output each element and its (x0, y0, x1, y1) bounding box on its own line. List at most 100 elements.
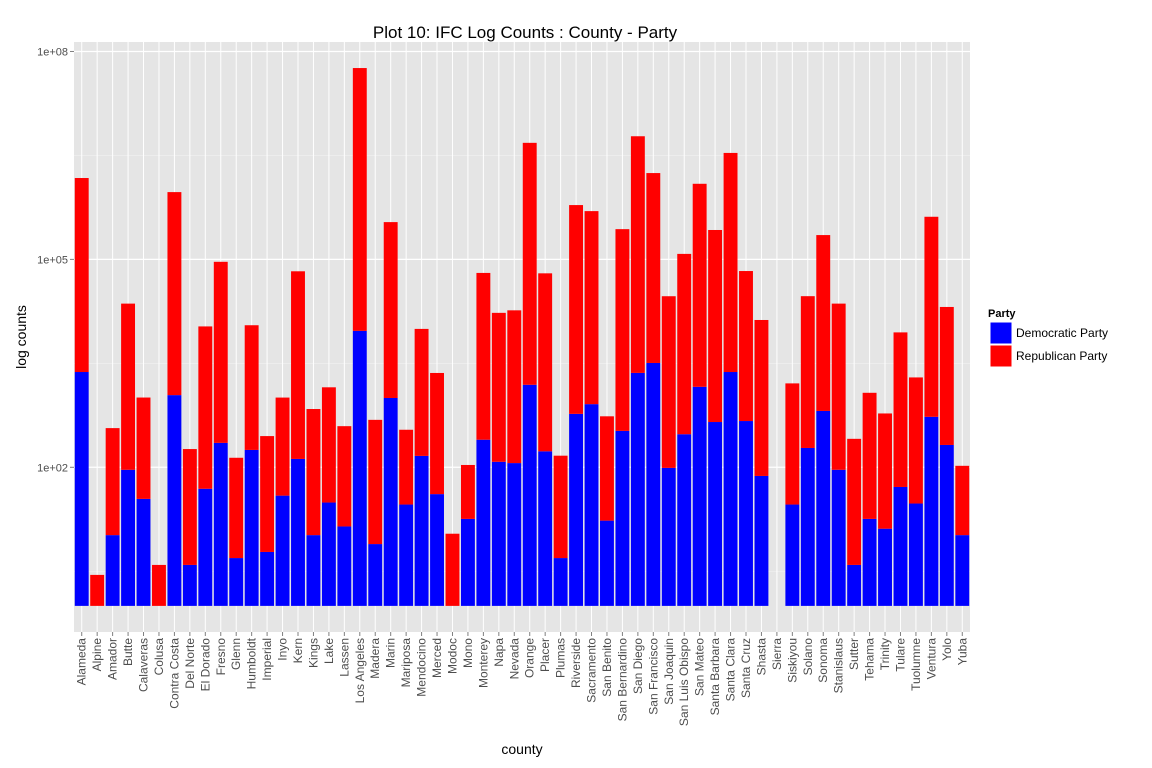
y-tick-label: 1e+05 (37, 254, 68, 266)
bar-segment (121, 469, 136, 606)
bar-segment (182, 564, 197, 606)
x-tick-label: Monterey (476, 638, 490, 688)
bar-segment (847, 438, 862, 565)
x-tick-label: Santa Cruz (739, 638, 753, 698)
bar-segment (955, 465, 970, 536)
x-tick-label: Yolo (940, 638, 954, 661)
bar-segment (646, 173, 661, 363)
x-tick-label: Alameda (75, 638, 89, 686)
bar-segment (229, 457, 244, 559)
x-tick-label: Santa Clara (724, 638, 738, 702)
bar-segment (74, 372, 89, 606)
x-tick-label: Tulare (893, 638, 907, 672)
x-tick-label: Sutter (847, 638, 861, 670)
bar-segment (924, 216, 939, 417)
bar-segment (121, 303, 136, 470)
x-tick-label: Mariposa (399, 638, 413, 688)
bar-segment (816, 410, 831, 606)
x-tick-label: Plumas (554, 638, 568, 678)
x-tick-label: Imperial (260, 638, 274, 681)
x-tick-label: Santa Barbara (708, 638, 722, 716)
bar-segment (167, 395, 182, 606)
bar-segment (522, 142, 537, 385)
x-tick-label: Placer (538, 638, 552, 672)
x-tick-label: Inyo (276, 638, 290, 661)
bar-segment (306, 409, 321, 536)
bar-segment (878, 528, 892, 606)
bar-segment (661, 467, 676, 606)
bar-segment (414, 328, 429, 456)
x-tick-label: San Luis Obispo (677, 638, 691, 726)
x-tick-label: Lake (322, 638, 336, 664)
bar-segment (275, 397, 290, 496)
bar-segment (739, 271, 753, 422)
x-tick-label: Stanislaus (832, 638, 846, 693)
bar-segment (646, 362, 661, 606)
x-tick-label: Glenn (229, 638, 243, 670)
bar-segment (862, 518, 877, 606)
bar-segment (723, 372, 738, 606)
x-tick-label: San Diego (631, 638, 645, 694)
bar-segment (260, 436, 275, 552)
bar-segment (553, 455, 568, 559)
bar-segment (939, 306, 954, 445)
x-tick-label: Mono (461, 638, 475, 668)
bar-segment (878, 413, 892, 529)
x-tick-label: Solano (801, 638, 815, 676)
bar-segment (136, 498, 151, 606)
x-tick-label: Shasta (754, 638, 768, 676)
y-tick-label: 1e+02 (37, 462, 68, 474)
bar-segment (739, 421, 753, 606)
bar-segment (491, 312, 506, 462)
x-tick-label: Los Angeles (353, 638, 367, 703)
bar-segment (507, 463, 522, 606)
x-tick-label: Amador (106, 638, 120, 680)
bar-segment (476, 272, 491, 440)
bar-segment (414, 455, 429, 606)
bar-segment (476, 439, 491, 606)
bar-segment (321, 502, 336, 606)
bar-segment (754, 319, 769, 476)
bar-segment (630, 372, 645, 606)
x-tick-label: Tehama (863, 638, 877, 681)
bar-segment (229, 558, 244, 606)
bar-segment (708, 422, 723, 606)
bar-segment (692, 386, 707, 606)
bar-segment (754, 475, 769, 606)
x-tick-label: San Bernardino (615, 638, 629, 722)
bar-segment (352, 68, 367, 331)
bar-segment (244, 325, 259, 450)
chart-title: Plot 10: IFC Log Counts : County - Party (373, 23, 678, 42)
x-tick-label: Sonoma (816, 638, 830, 683)
bar-segment (167, 192, 182, 396)
bar-segment (939, 444, 954, 606)
bar-segment (615, 229, 630, 431)
bar-segment (460, 518, 475, 606)
bar-segment (90, 574, 105, 606)
bar-segment (677, 434, 692, 606)
bar-segment (213, 442, 228, 606)
bar-segment (399, 429, 414, 505)
bar-segment (908, 377, 923, 504)
x-tick-label: Fresno (214, 638, 228, 676)
x-tick-label: Nevada (507, 638, 521, 680)
bar-segment (337, 426, 352, 527)
bar-segment (105, 428, 120, 536)
x-tick-label: Colusa (152, 638, 166, 676)
bar-segment (538, 273, 553, 452)
bar-segment (785, 504, 800, 606)
bar-segment (430, 494, 444, 606)
x-tick-label: Napa (492, 638, 506, 667)
bar-segment (847, 564, 862, 606)
x-axis-label: county (501, 741, 542, 757)
bar-segment (955, 535, 970, 606)
x-tick-label: Sacramento (585, 638, 599, 703)
bar-segment (800, 296, 815, 448)
bar-segment (615, 430, 630, 606)
x-tick-label: Siskiyou (785, 638, 799, 683)
bar-segment (862, 392, 877, 519)
bar-segment (538, 451, 553, 606)
bar-segment (291, 458, 305, 606)
x-tick-label: Marin (384, 638, 398, 668)
